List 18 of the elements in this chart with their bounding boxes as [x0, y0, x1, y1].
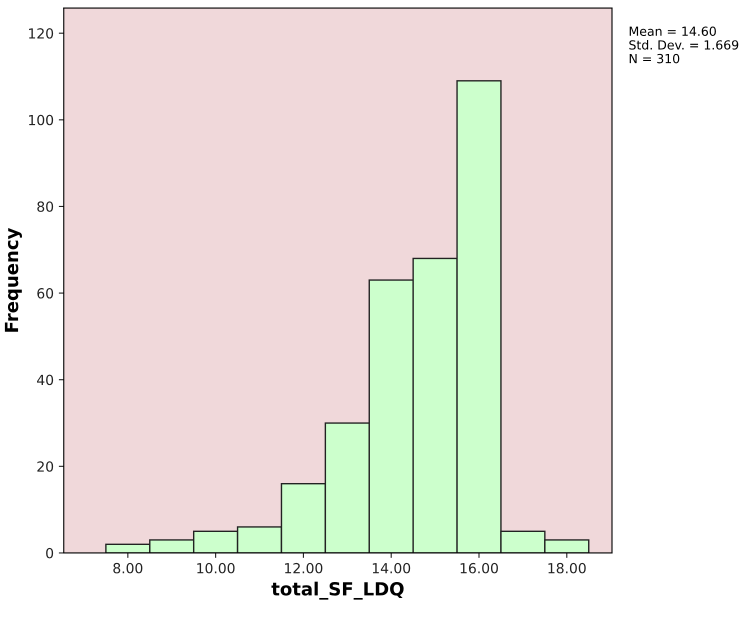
x-tick-label: 8.00	[113, 562, 142, 574]
x-axis-title: total_SF_LDQ	[271, 582, 404, 600]
text: N = 310	[630, 54, 680, 64]
y-axis-title: Frequency	[4, 228, 22, 332]
y-tick-label: 60	[37, 288, 54, 299]
y-tick-label: 0	[46, 548, 54, 558]
x-tick-label: 14.00	[372, 562, 410, 574]
y-tick-label: 80	[37, 201, 54, 212]
text: Mean = 14.60	[630, 26, 716, 36]
text: Std. Dev. = 1.669	[629, 40, 738, 50]
x-tick-label: 10.00	[197, 562, 235, 574]
y-tick-label: 120	[29, 28, 54, 39]
y-tick-label: 20	[37, 461, 54, 472]
x-tick-label: 18.00	[548, 562, 586, 574]
x-tick-label: 12.00	[285, 562, 322, 574]
x-tick-label: 16.00	[460, 562, 498, 574]
y-tick-label: 40	[37, 374, 54, 386]
y-tick-label: 100	[29, 114, 54, 126]
